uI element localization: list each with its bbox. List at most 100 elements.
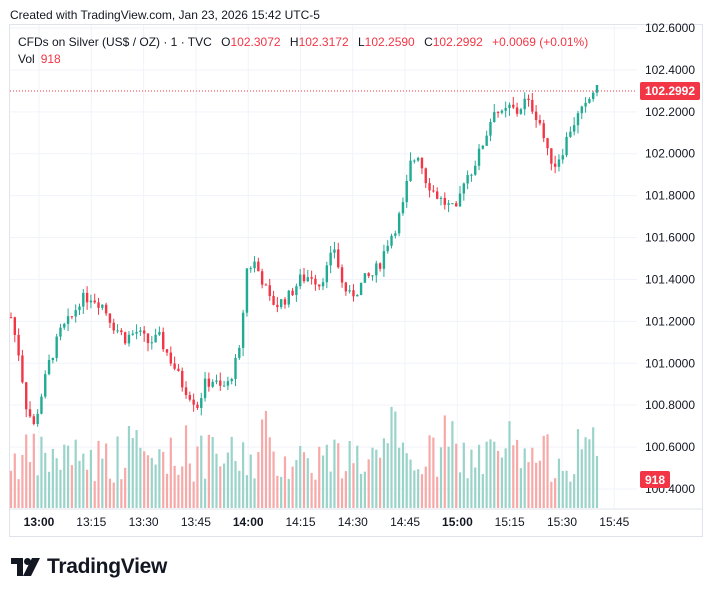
candle-body bbox=[363, 273, 367, 283]
candle-body bbox=[382, 251, 386, 269]
volume-bar bbox=[127, 426, 131, 508]
volume-bar bbox=[386, 443, 389, 508]
volume-bar bbox=[105, 443, 108, 508]
candle-body bbox=[344, 282, 348, 292]
candle-body bbox=[36, 413, 39, 424]
volume-bar bbox=[276, 475, 279, 508]
tradingview-logo[interactable]: TradingView bbox=[11, 555, 168, 578]
volume-bar bbox=[306, 458, 309, 508]
high-value: 102.3172 bbox=[298, 35, 349, 49]
candle-body bbox=[276, 304, 279, 308]
volume-bar bbox=[226, 452, 229, 508]
volume-bar bbox=[515, 439, 519, 508]
volume-bar bbox=[481, 474, 484, 508]
candle-body bbox=[584, 102, 587, 107]
volume-bar bbox=[28, 462, 32, 508]
time-tick-label: 13:45 bbox=[181, 515, 211, 529]
candle-body bbox=[226, 381, 230, 386]
price-tick-label: 100.6000 bbox=[645, 440, 695, 454]
price-tick-label: 101.6000 bbox=[645, 231, 695, 245]
candle-body bbox=[314, 278, 317, 285]
volume-bar bbox=[458, 472, 462, 508]
volume-bar bbox=[13, 453, 16, 508]
volume-bar bbox=[32, 433, 35, 508]
candle-body bbox=[234, 357, 237, 379]
candle-body bbox=[588, 98, 591, 103]
volume-legend: Vol 918 bbox=[18, 52, 61, 66]
candle-body bbox=[580, 106, 583, 114]
volume-bar bbox=[580, 449, 583, 508]
candle-body bbox=[428, 183, 431, 191]
volume-bar bbox=[359, 473, 363, 508]
candle-body bbox=[154, 334, 157, 343]
volume-bar bbox=[447, 446, 450, 508]
candle-body bbox=[432, 190, 435, 192]
candle-body bbox=[25, 382, 28, 410]
volume-bar bbox=[356, 445, 359, 508]
volume-bar bbox=[287, 478, 290, 508]
volume-bar bbox=[234, 460, 237, 508]
volume-bar bbox=[9, 470, 13, 508]
candle-body bbox=[104, 304, 108, 314]
candle-body bbox=[207, 378, 211, 387]
candle-body bbox=[184, 387, 188, 395]
candle-body bbox=[550, 148, 553, 164]
candle-body bbox=[272, 296, 275, 305]
candle-body bbox=[595, 85, 599, 93]
volume-bar bbox=[420, 474, 424, 508]
volume-bar bbox=[116, 436, 119, 508]
volume-bar bbox=[546, 434, 549, 508]
candle-body bbox=[546, 138, 549, 149]
candle-body bbox=[462, 183, 466, 194]
volume-bar bbox=[169, 437, 172, 508]
volume-bars bbox=[9, 406, 599, 508]
candle-body bbox=[298, 274, 302, 287]
candle-body bbox=[420, 157, 424, 169]
candle-body bbox=[131, 333, 134, 335]
candle-body bbox=[215, 380, 218, 382]
candle-body bbox=[287, 290, 290, 305]
candle-body bbox=[123, 332, 127, 344]
candle-body bbox=[481, 145, 485, 149]
last-price-text: 102.2992 bbox=[645, 84, 695, 98]
candle-body bbox=[538, 120, 542, 124]
volume-bar bbox=[519, 468, 522, 508]
volume-bar bbox=[344, 471, 347, 508]
volume-bar bbox=[120, 479, 123, 508]
volume-bar bbox=[314, 479, 317, 508]
candle-body bbox=[120, 330, 123, 333]
candle-body bbox=[572, 125, 576, 132]
candle-body bbox=[416, 157, 420, 161]
price-tick-label: 101.4000 bbox=[645, 272, 695, 286]
candle-body bbox=[405, 180, 408, 203]
volume-bar bbox=[535, 462, 538, 508]
candle-body bbox=[439, 197, 443, 199]
candle-body bbox=[253, 261, 256, 269]
volume-bar bbox=[409, 459, 412, 508]
candle-body bbox=[561, 155, 564, 160]
price-tick-label: 102.2000 bbox=[645, 105, 695, 119]
volume-bar bbox=[443, 415, 446, 508]
candle-body bbox=[493, 112, 496, 123]
volume-bar bbox=[272, 451, 275, 508]
symbol-name[interactable]: CFDs on Silver (US$ / OZ) · 1 · TVC bbox=[18, 35, 212, 49]
candle-body bbox=[192, 399, 195, 405]
candle-body bbox=[348, 290, 351, 292]
price-tick-label: 102.4000 bbox=[645, 63, 695, 77]
volume-bar bbox=[576, 429, 580, 508]
candle-body bbox=[394, 233, 397, 236]
volume-bar bbox=[348, 440, 351, 508]
close-label: C bbox=[424, 35, 433, 49]
tradingview-wordmark: TradingView bbox=[47, 555, 168, 578]
volume-bar bbox=[86, 469, 89, 508]
candle-body bbox=[63, 323, 66, 328]
candle-body bbox=[515, 107, 519, 114]
volume-bar bbox=[531, 447, 534, 508]
candle-body bbox=[82, 292, 85, 307]
candle-body bbox=[245, 268, 249, 313]
volume-bar bbox=[310, 472, 313, 508]
volume-bar bbox=[82, 453, 85, 508]
volume-bar bbox=[184, 425, 188, 508]
candle-body bbox=[112, 322, 115, 331]
